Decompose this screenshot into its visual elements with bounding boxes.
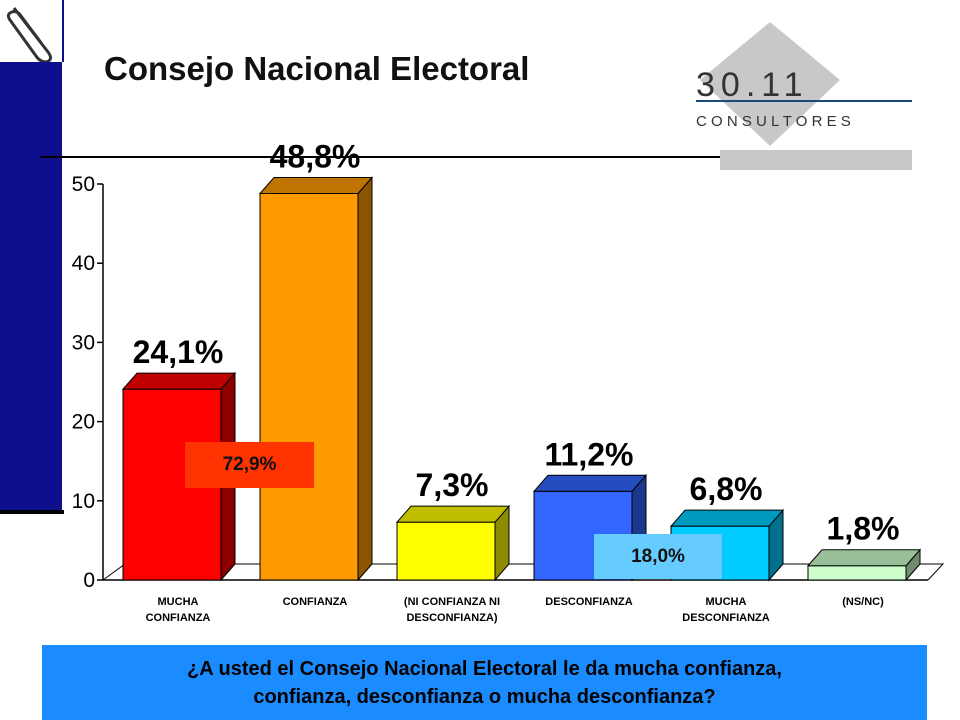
question-line-1: ¿A usted el Consejo Nacional Electoral l… (187, 657, 782, 680)
category-label: DESCONFIANZA (682, 612, 769, 624)
question-line-2: confianza, desconfianza o mucha desconfi… (253, 685, 716, 708)
bar (396, 521, 496, 581)
bar-top (806, 549, 922, 567)
bar-top (121, 372, 237, 390)
bar (807, 565, 907, 581)
y-tick-label: 30 (72, 331, 95, 354)
y-tick-label: 20 (72, 411, 95, 434)
y-tick-label: 10 (72, 490, 95, 513)
category-label: DESCONFIANZA) (406, 612, 497, 624)
y-tick-label: 0 (83, 569, 95, 592)
y-tick-label: 50 (72, 173, 95, 196)
bar-top (258, 177, 374, 195)
left-sidebar-bar (0, 62, 62, 512)
category-label: (NI CONFIANZA NI (404, 596, 500, 608)
page-title: Consejo Nacional Electoral (104, 50, 530, 87)
data-label: 7,3% (416, 467, 489, 503)
consultores-logo: 30.11 C O N S U L T O R E S (690, 18, 930, 178)
header-rule (40, 156, 912, 158)
y-tick-label: 40 (72, 252, 95, 275)
logo-text: C O N S U L T O R E S (696, 113, 851, 130)
bar-top (532, 474, 648, 492)
bar-top (395, 505, 511, 523)
data-label: 48,8% (270, 139, 361, 175)
bar (259, 193, 359, 581)
survey-question: ¿A usted el Consejo Nacional Electoral l… (42, 645, 927, 720)
category-label: MUCHA (158, 596, 199, 608)
category-label: (NS/NC) (842, 596, 884, 608)
logo-number: 30.11 (696, 66, 809, 104)
bar-side (357, 176, 373, 582)
category-label: CONFIANZA (283, 596, 348, 608)
category-label: MUCHA (706, 596, 747, 608)
distrust-total-callout: 18,0% (594, 534, 722, 579)
paperclip-icon (0, 0, 64, 64)
bar-top (669, 509, 785, 527)
data-label: 11,2% (545, 436, 634, 472)
data-label: 24,1% (133, 334, 224, 370)
data-label: 6,8% (690, 471, 763, 507)
data-label: 1,8% (827, 511, 900, 547)
sidebar-divider (0, 510, 64, 514)
category-label: CONFIANZA (146, 612, 211, 624)
confidence-total-callout: 72,9% (185, 442, 314, 488)
category-label: DESCONFIANZA (545, 596, 632, 608)
